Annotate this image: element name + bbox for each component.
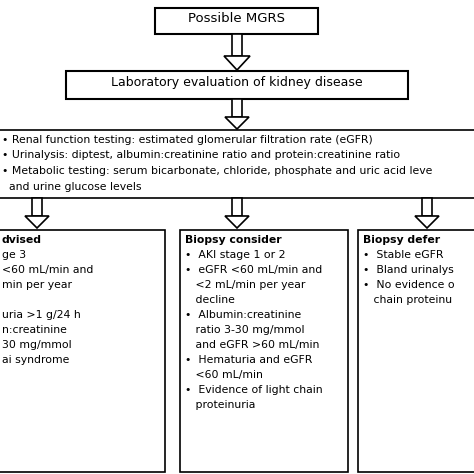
- Text: decline: decline: [185, 295, 235, 305]
- Bar: [232, 198, 242, 216]
- Text: • Urinalysis: diptest, albumin:creatinine ratio and protein:creatinine ratio: • Urinalysis: diptest, albumin:creatinin…: [2, 151, 400, 161]
- Text: •  Bland urinalys: • Bland urinalys: [363, 265, 454, 275]
- Text: •  Hematuria and eGFR: • Hematuria and eGFR: [185, 355, 312, 365]
- Text: •  AKI stage 1 or 2: • AKI stage 1 or 2: [185, 250, 285, 260]
- Text: Possible MGRS: Possible MGRS: [188, 12, 285, 25]
- Text: Laboratory evaluation of kidney disease: Laboratory evaluation of kidney disease: [111, 76, 363, 89]
- Text: <60 mL/min and: <60 mL/min and: [2, 265, 93, 275]
- Text: dvised: dvised: [2, 235, 42, 245]
- Text: •  eGFR <60 mL/min and: • eGFR <60 mL/min and: [185, 265, 322, 275]
- Text: n:creatinine: n:creatinine: [2, 325, 67, 335]
- Bar: [32, 198, 42, 216]
- Text: •  Stable eGFR: • Stable eGFR: [363, 250, 444, 260]
- Text: Biopsy defer: Biopsy defer: [363, 235, 440, 245]
- Text: <2 mL/min per year: <2 mL/min per year: [185, 280, 305, 290]
- Bar: [0, 130, 474, 198]
- Bar: [358, 230, 474, 472]
- Text: 30 mg/mmol: 30 mg/mmol: [2, 340, 72, 350]
- Text: Biopsy consider: Biopsy consider: [185, 235, 282, 245]
- Text: and urine glucose levels: and urine glucose levels: [2, 182, 142, 191]
- Bar: [422, 198, 432, 216]
- Text: ai syndrome: ai syndrome: [2, 355, 69, 365]
- Bar: [0, 230, 165, 472]
- Bar: [66, 71, 408, 99]
- Text: proteinuria: proteinuria: [185, 400, 255, 410]
- Bar: [232, 99, 242, 117]
- Text: ge 3: ge 3: [2, 250, 26, 260]
- Text: ratio 3-30 mg/mmol: ratio 3-30 mg/mmol: [185, 325, 304, 335]
- Polygon shape: [415, 216, 439, 228]
- Text: • Metabolic testing: serum bicarbonate, chloride, phosphate and uric acid leve: • Metabolic testing: serum bicarbonate, …: [2, 166, 432, 176]
- Text: min per year: min per year: [2, 280, 72, 290]
- Bar: [232, 34, 242, 56]
- Polygon shape: [225, 117, 249, 129]
- Text: •  Evidence of light chain: • Evidence of light chain: [185, 385, 323, 395]
- Bar: [155, 8, 318, 34]
- Text: • Renal function testing: estimated glomerular filtration rate (eGFR): • Renal function testing: estimated glom…: [2, 135, 373, 145]
- Text: uria >1 g/24 h: uria >1 g/24 h: [2, 310, 81, 320]
- Text: •  No evidence o: • No evidence o: [363, 280, 455, 290]
- Text: •  Albumin:creatinine: • Albumin:creatinine: [185, 310, 301, 320]
- Text: chain proteinu: chain proteinu: [363, 295, 452, 305]
- Polygon shape: [225, 216, 249, 228]
- Text: and eGFR >60 mL/min: and eGFR >60 mL/min: [185, 340, 319, 350]
- Bar: [180, 230, 348, 472]
- Text: <60 mL/min: <60 mL/min: [185, 370, 263, 380]
- Polygon shape: [25, 216, 49, 228]
- Polygon shape: [224, 56, 250, 70]
